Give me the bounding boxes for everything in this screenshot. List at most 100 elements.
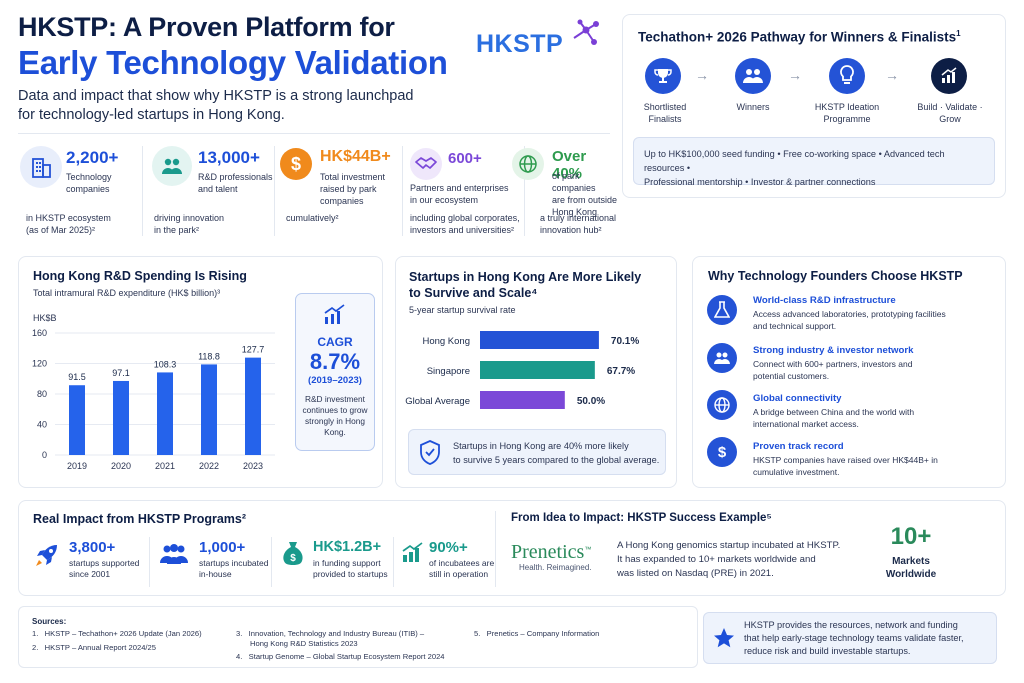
globe-icon <box>512 148 544 180</box>
step-label: Build · Validate · Grow <box>917 102 983 124</box>
source-item: 4. Startup Genome – Global Startup Ecosy… <box>236 652 445 661</box>
subtitle-line2: for technology-led startups in Hong Kong… <box>18 107 285 123</box>
stat-label: of park companies are from outside Hong Ko… <box>552 171 618 217</box>
cagr-label: CAGR <box>317 335 353 349</box>
benefits-line: Up to HK$100,000 seed funding • Free co-… <box>644 149 945 173</box>
step-label: HKSTP Ideation Programme <box>814 102 880 124</box>
pathway-card: Techathon+ 2026 Pathway for Winners & Fi… <box>622 14 1006 198</box>
rd-bar-chart: 0 40 80 120 160 91.5 2019 97.1 2020 108.3 2021 118.… <box>32 328 275 471</box>
x-tick-label: 2023 <box>243 461 263 471</box>
impact-card: Real Impact from HKSTP Programs² 3,800+ … <box>18 500 1006 596</box>
bar <box>69 385 85 455</box>
step-label: Winners <box>736 102 770 112</box>
star-icon <box>714 628 734 648</box>
svg-text:$: $ <box>290 553 296 564</box>
impact-label: in funding support provided to startups <box>313 558 388 579</box>
prenetics-tagline: Health. Reimagined. <box>519 563 592 572</box>
category-label: Singapore <box>427 366 470 377</box>
step-arrow: → <box>695 67 709 83</box>
impact-section-divider <box>495 511 496 587</box>
source-item: 5. Prenetics – Company Information <box>474 629 600 638</box>
step-winners-icon <box>735 58 771 94</box>
money-hand-icon: $ <box>707 437 737 467</box>
stat-value: Over 40% <box>552 148 587 182</box>
globe-icon <box>707 390 737 420</box>
shield-check-icon <box>420 440 440 465</box>
prenetics-logo: Prenetics™ Health. Reimagined. <box>511 541 591 572</box>
y-tick-label: 160 <box>32 328 47 338</box>
stat-label: Total investment raised by park companies <box>320 172 386 206</box>
bar-value-label: 91.5 <box>68 372 86 382</box>
why-founders-card: Why Technology Founders Choose HKSTP Wor… <box>692 256 1006 488</box>
survival-subtitle: 5-year startup survival rate <box>409 305 516 315</box>
bar <box>245 357 261 455</box>
source-item: 1. HKSTP – Techathon+ 2026 Update (Jan 2… <box>32 629 202 638</box>
rd-unit: HK$B <box>33 313 57 323</box>
why-item: World-class R&D infrastructure Access ad… <box>753 295 946 331</box>
survival-title: Startups in Hong Kong Are More Likely to … <box>409 270 642 300</box>
category-label: Global Average <box>405 396 470 407</box>
rd-subtitle: Total intramural R&D expenditure (HK$ bi… <box>33 288 221 298</box>
stat-label: Partners and enterprises in our ecosystem <box>410 183 509 205</box>
impact-divider <box>271 537 272 587</box>
why-title: Why Technology Founders Choose HKSTP <box>708 269 963 283</box>
bar-value-label: 50.0% <box>577 396 605 407</box>
why-item: Global connectivity A bridge between Chi… <box>753 393 915 429</box>
handshake-icon <box>410 148 442 180</box>
source-item: 3. Innovation, Technology and Industry B… <box>236 629 425 638</box>
stat-value: HK$44B+ <box>320 148 391 165</box>
bar-value-label: 118.8 <box>198 351 220 361</box>
why-item: Strong industry & investor network Conne… <box>753 345 914 381</box>
cagr-value: 8.7% <box>309 349 361 374</box>
category-label: Hong Kong <box>422 336 470 347</box>
bar-value-label: 67.7% <box>607 366 635 377</box>
closing-text: HKSTP provides the resources, network an… <box>744 620 964 656</box>
bar-value-label: 97.1 <box>112 368 130 378</box>
markets-value: 10+ <box>890 523 932 550</box>
bar <box>113 380 129 455</box>
money-bag-icon: $ <box>283 542 303 565</box>
rocket-icon <box>36 545 57 566</box>
x-tick-label: 2020 <box>111 461 131 471</box>
page-title-line1: HKSTP: A Proven Platform for <box>18 12 395 42</box>
growth-chart-icon <box>324 304 345 324</box>
stat-note: including global corporates, investors an… <box>410 213 520 235</box>
impact-value: 90%+ <box>429 539 468 556</box>
y-tick-label: 120 <box>32 359 47 369</box>
stat-note: a truly international innovation hub² <box>540 213 617 235</box>
dollar-coin-icon: $ <box>280 148 312 180</box>
pathway-title: Techathon+ 2026 Pathway for Winners & Fi… <box>638 29 961 45</box>
survival-bar-chart: Hong Kong 70.1% Singapore 67.7% Global Avera… <box>405 331 639 409</box>
stat-divider <box>142 146 143 236</box>
team-icon <box>160 544 188 564</box>
network-people-icon <box>707 343 737 373</box>
subtitle-line1: Data and impact that show why HKSTP is a… <box>18 88 414 104</box>
logo-network-icon <box>573 19 599 45</box>
benefits-line: Professional mentorship • Investor & par… <box>644 177 876 187</box>
impact-divider <box>393 537 394 587</box>
stat-value: 600+ <box>448 150 482 167</box>
stat-divider <box>402 146 403 236</box>
bar-value-label: 127.7 <box>242 345 265 355</box>
stat-label: Technology companies <box>66 172 112 194</box>
bar <box>480 331 599 349</box>
why-item: Proven track record HKSTP companies have… <box>753 441 938 477</box>
y-tick-label: 80 <box>37 389 47 399</box>
benefits-box: Up to HK$100,000 seed funding • Free co-… <box>633 137 995 187</box>
prenetics-tm: ™ <box>584 546 592 554</box>
source-item: 2. HKSTP – Annual Report 2024/25 <box>32 643 156 652</box>
x-tick-label: 2019 <box>67 461 87 471</box>
flask-icon <box>707 295 737 325</box>
stat-note: in HKSTP ecosystem (as of Mar 2025)² <box>26 213 111 235</box>
example-title: From Idea to Impact: HKSTP Success Examp… <box>511 512 772 524</box>
sources: Sources: 1. HKSTP – Techathon+ 2026 Upda… <box>18 608 698 674</box>
survival-note: Startups in Hong Kong are 40% more likel… <box>453 441 660 465</box>
impact-value: 1,000+ <box>199 539 246 556</box>
stat-label: R&D professionals and talent <box>198 172 273 194</box>
bar <box>157 372 173 455</box>
step-trophy-icon <box>645 58 681 94</box>
bar <box>480 361 595 379</box>
impact-label: startups incubated in-house <box>199 558 269 579</box>
example-description: A Hong Kong genomics startup incubated a… <box>617 540 841 579</box>
x-tick-label: 2022 <box>199 461 219 471</box>
